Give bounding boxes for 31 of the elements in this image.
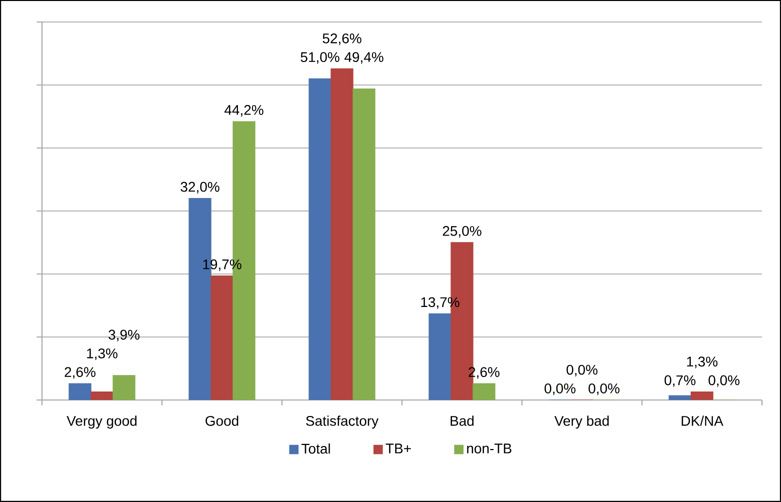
data-label: 0,7%: [664, 375, 696, 387]
data-label: 44,2%: [224, 105, 264, 117]
data-label: 1,3%: [87, 348, 118, 360]
bar: [308, 78, 332, 400]
x-tick-label: Satisfactory: [306, 416, 379, 429]
legend-label: non-TB: [467, 444, 512, 454]
data-label: 0,0%: [544, 383, 576, 396]
data-label: 0,0%: [708, 375, 740, 387]
bar: [112, 375, 136, 400]
data-label: 0,0%: [588, 383, 620, 396]
bar: [352, 88, 376, 400]
x-tick-label: Bad: [450, 416, 474, 426]
data-label: 52,6%: [322, 33, 362, 46]
bar: [68, 383, 92, 400]
x-tick-label: DK/NA: [682, 416, 724, 426]
bar: [472, 383, 496, 400]
data-label: 1,3%: [687, 356, 718, 368]
bar: [668, 395, 692, 400]
x-tick-label: Vergy good: [66, 416, 136, 429]
data-label: 51,0%: [300, 52, 340, 64]
data-label: 32,0%: [180, 182, 220, 194]
legend-label: Total: [302, 443, 330, 454]
bar: [428, 313, 452, 400]
data-label: 2,6%: [64, 367, 96, 379]
x-tick-label: Good: [206, 416, 238, 426]
x-tick-label: Very bad: [554, 416, 609, 429]
data-label: 0,0%: [566, 364, 598, 376]
legend-label: TB+: [386, 444, 411, 454]
data-label: 25,0%: [442, 226, 482, 238]
data-label: 3,9%: [108, 330, 140, 342]
data-label: 49,4%: [344, 52, 384, 64]
